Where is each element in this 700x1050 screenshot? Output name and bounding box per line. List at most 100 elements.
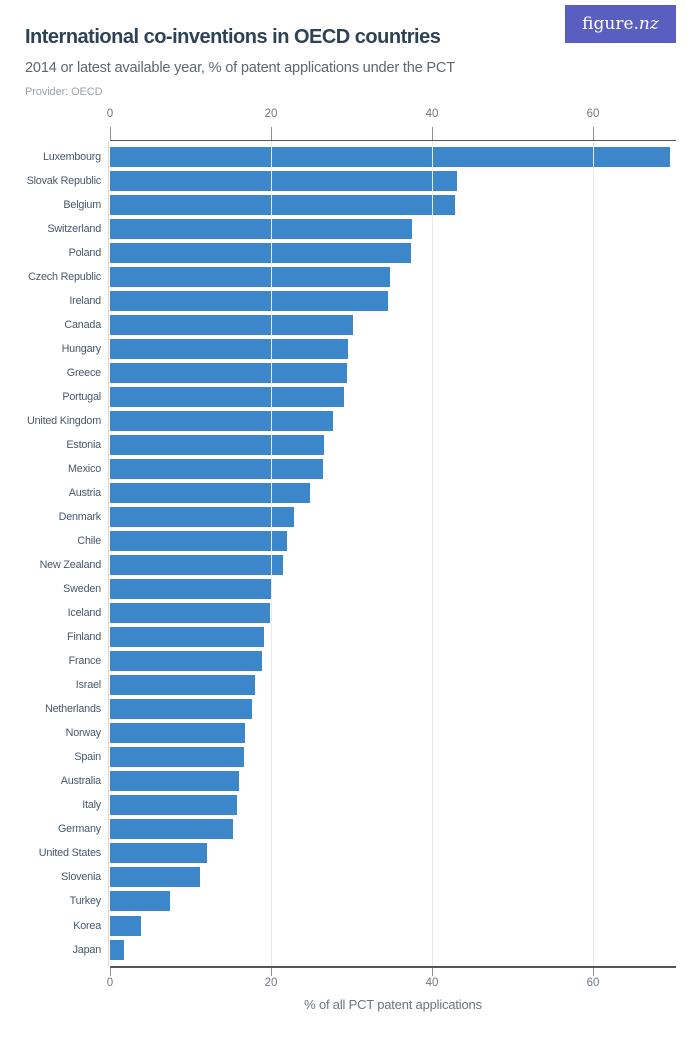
bar[interactable] bbox=[110, 483, 311, 504]
bar-row: Austria bbox=[0, 481, 700, 505]
bar-row: United Kingdom bbox=[0, 409, 700, 433]
bottom-tick-mark bbox=[432, 967, 433, 976]
bar[interactable] bbox=[110, 243, 412, 264]
bottom-axis-line bbox=[110, 966, 676, 968]
bar[interactable] bbox=[110, 723, 246, 744]
bar[interactable] bbox=[110, 147, 671, 167]
country-label: Mexico bbox=[68, 463, 101, 476]
bar-row: Hungary bbox=[0, 337, 700, 361]
country-label: Netherlands bbox=[44, 703, 101, 716]
bottom-tick-label: 0 bbox=[106, 977, 114, 989]
country-label: Iceland bbox=[67, 607, 102, 620]
country-label: Czech Republic bbox=[28, 271, 101, 284]
x-axis-label: % of all PCT patent applications bbox=[304, 997, 482, 1012]
bar[interactable] bbox=[110, 339, 349, 360]
bar-row: Belgium bbox=[0, 193, 700, 217]
bar-row: Turkey bbox=[0, 889, 700, 913]
provider-label: Provider: OECD bbox=[25, 86, 103, 98]
bar-row: Italy bbox=[0, 793, 700, 817]
country-label: Poland bbox=[68, 247, 102, 260]
country-label: Portugal bbox=[62, 391, 101, 404]
bar-row: Slovenia bbox=[0, 865, 700, 889]
bar-row: Chile bbox=[0, 529, 700, 553]
bar[interactable] bbox=[110, 363, 347, 384]
bar[interactable] bbox=[110, 267, 391, 288]
bar-row: Czech Republic bbox=[0, 265, 700, 289]
country-label: Germany bbox=[57, 823, 101, 836]
top-axis-line bbox=[110, 139, 676, 141]
bar-row: Denmark bbox=[0, 505, 700, 529]
figurenz-logo[interactable]: figure. nz bbox=[565, 5, 676, 43]
bar[interactable] bbox=[110, 747, 245, 768]
bar[interactable] bbox=[110, 387, 345, 408]
bottom-tick-mark bbox=[271, 967, 272, 976]
bar[interactable] bbox=[110, 891, 171, 912]
bar[interactable] bbox=[110, 843, 207, 864]
bottom-tick-label: 60 bbox=[586, 977, 600, 989]
top-tick-mark bbox=[432, 127, 433, 140]
bar[interactable] bbox=[110, 555, 284, 576]
country-label: Denmark bbox=[58, 511, 102, 524]
bar-row: Germany bbox=[0, 817, 700, 841]
bar[interactable] bbox=[110, 675, 255, 696]
bar[interactable] bbox=[110, 915, 141, 936]
country-label: Australia bbox=[60, 775, 101, 788]
country-label: Turkey bbox=[69, 895, 102, 908]
vertical-gridline bbox=[432, 141, 433, 966]
bar[interactable] bbox=[110, 651, 263, 672]
bar[interactable] bbox=[110, 603, 271, 624]
bar[interactable] bbox=[110, 195, 456, 216]
bar[interactable] bbox=[110, 291, 388, 312]
top-tick-label: 40 bbox=[425, 108, 439, 120]
top-tick-mark bbox=[593, 127, 594, 140]
bar[interactable] bbox=[110, 699, 252, 720]
bar[interactable] bbox=[110, 459, 324, 480]
bar-row: France bbox=[0, 649, 700, 673]
bar[interactable] bbox=[110, 771, 239, 792]
country-label: Israel bbox=[75, 679, 101, 692]
bottom-tick-mark bbox=[593, 967, 594, 976]
top-tick-mark bbox=[110, 127, 111, 140]
logo-text-nz: nz bbox=[638, 14, 659, 34]
vertical-gridline bbox=[271, 141, 272, 966]
top-tick-label: 0 bbox=[106, 108, 114, 120]
bar[interactable] bbox=[110, 627, 264, 648]
bar-row: Switzerland bbox=[0, 217, 700, 241]
bar-row: Finland bbox=[0, 625, 700, 649]
bar[interactable] bbox=[110, 819, 234, 840]
bar-row: Estonia bbox=[0, 433, 700, 457]
bar-row: Luxembourg bbox=[0, 145, 700, 169]
bar-row: Ireland bbox=[0, 289, 700, 313]
country-label: Spain bbox=[74, 751, 101, 764]
country-label: Italy bbox=[82, 799, 101, 812]
country-label: Ireland bbox=[69, 295, 101, 308]
country-label: Korea bbox=[73, 919, 101, 932]
chart-title: International co-inventions in OECD coun… bbox=[25, 26, 441, 48]
bar[interactable] bbox=[110, 795, 238, 816]
bar-row: Portugal bbox=[0, 385, 700, 409]
bar-row: Greece bbox=[0, 361, 700, 385]
bar[interactable] bbox=[110, 531, 288, 552]
bar[interactable] bbox=[110, 939, 124, 960]
country-label: New Zealand bbox=[39, 559, 102, 572]
country-label: Greece bbox=[66, 367, 101, 380]
bar[interactable] bbox=[110, 435, 325, 456]
bar[interactable] bbox=[110, 171, 457, 192]
bar[interactable] bbox=[110, 411, 333, 432]
bar[interactable] bbox=[110, 579, 272, 600]
bar-row: Poland bbox=[0, 241, 700, 265]
country-label: Sweden bbox=[63, 583, 101, 596]
country-label: Norway bbox=[65, 727, 102, 740]
bar[interactable] bbox=[110, 867, 201, 888]
country-label: Austria bbox=[68, 487, 101, 500]
bar-row: Norway bbox=[0, 721, 700, 745]
bar[interactable] bbox=[110, 219, 412, 240]
bar[interactable] bbox=[110, 507, 295, 528]
country-label: Slovak Republic bbox=[26, 175, 102, 188]
country-label: Canada bbox=[64, 319, 101, 332]
bar[interactable] bbox=[110, 315, 354, 336]
country-label: Switzerland bbox=[47, 223, 101, 236]
top-tick-label: 20 bbox=[264, 108, 278, 120]
